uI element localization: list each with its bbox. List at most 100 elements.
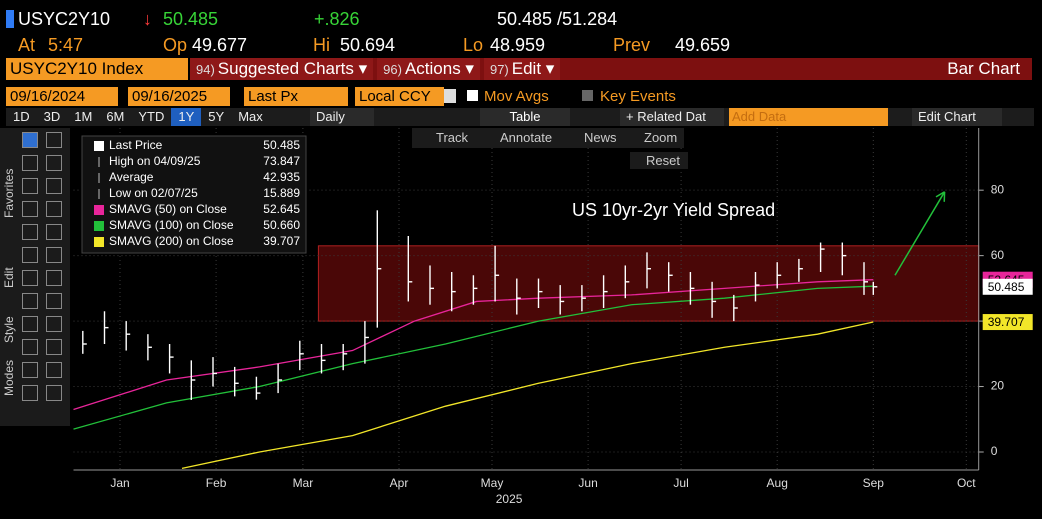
legend-label: SMAVG (50) on Close (109, 202, 227, 216)
high-label: Hi (313, 35, 330, 55)
tool-button[interactable]: Reset (630, 152, 688, 169)
currency[interactable]: Local CCY (355, 87, 444, 106)
menu-label: Edit (511, 59, 542, 78)
start-date[interactable]: 09/16/2024 (6, 87, 118, 106)
tool-icon[interactable] (46, 316, 62, 332)
time-label: At (18, 35, 36, 55)
tool-icon[interactable] (22, 339, 38, 355)
x-axis-label: 2025 (496, 492, 523, 506)
tool-button[interactable]: Zoom (644, 130, 678, 145)
menu-key: 97) (489, 62, 509, 77)
tool-icon[interactable] (46, 339, 62, 355)
moving-average-line (73, 285, 874, 430)
period-button[interactable]: YTD (138, 109, 165, 124)
x-tick-label: May (481, 476, 504, 490)
tool-icon[interactable] (46, 201, 62, 217)
tool-button[interactable]: Track (436, 130, 469, 145)
menu-label: Suggested Charts (217, 59, 354, 78)
ticker-marker (6, 10, 14, 28)
high: 50.694 (340, 35, 396, 55)
x-tick-label: Jun (578, 476, 597, 490)
legend-value: 15.889 (263, 186, 300, 200)
tool-icon[interactable] (22, 155, 38, 171)
legend-label: Average (109, 170, 154, 184)
period-button[interactable]: Max (238, 109, 263, 124)
legend-label: SMAVG (200) on Close (109, 234, 234, 248)
end-date[interactable]: 09/16/2025 (128, 87, 230, 106)
legend-box (81, 135, 307, 254)
tool-button[interactable]: Annotate (500, 130, 553, 145)
tool-icon[interactable] (46, 224, 62, 240)
legend-value: 73.847 (263, 154, 300, 168)
frequency-label: Daily (316, 109, 345, 124)
tool-icon[interactable] (46, 155, 62, 171)
menu-label: Actions (404, 59, 461, 78)
field[interactable]: Last Px (244, 87, 348, 106)
tool-icon[interactable] (22, 385, 38, 401)
arrow-head (935, 191, 945, 198)
edit-chart[interactable]: Edit Chart (912, 108, 1002, 126)
tool-icon[interactable] (46, 178, 62, 194)
checkbox[interactable] (467, 90, 478, 101)
tool-icon[interactable] (22, 362, 38, 378)
legend: Last Price 50.485 High on 04/09/25 73.847 Av… (81, 135, 307, 254)
tool-icon[interactable] (46, 385, 62, 401)
checkbox[interactable] (582, 90, 593, 101)
menu-bar: 94) Suggested Charts ▾ 96) Actions ▾ 97) Edit… (190, 58, 1032, 80)
chart-tools: Track Annotate News Zoom Reset (412, 128, 688, 169)
tool-icon[interactable] (46, 270, 62, 286)
tool-icon[interactable] (22, 201, 38, 217)
period-button[interactable]: 1Y (171, 108, 202, 126)
legend-swatch (94, 205, 104, 215)
x-tick-label: Aug (767, 476, 788, 490)
tool-icon[interactable] (22, 224, 38, 240)
side-tab[interactable]: Modes (2, 359, 16, 396)
tool-icon[interactable] (22, 132, 38, 148)
tool-icon[interactable] (46, 132, 62, 148)
down-arrow: ↓ (143, 9, 152, 29)
x-tick-label: Jan (110, 476, 129, 490)
tool-icon[interactable] (22, 293, 38, 309)
menu-item[interactable]: 97) Edit ▾ (483, 58, 561, 80)
side-tab[interactable]: Edit (2, 267, 16, 288)
prev: 49.659 (675, 35, 731, 55)
period-button[interactable]: 3D (43, 109, 61, 124)
tool-button[interactable]: News (584, 130, 617, 145)
tool-icon[interactable] (22, 178, 38, 194)
dropdown[interactable] (444, 89, 456, 103)
x-tick-label: Oct (957, 476, 976, 490)
table-button[interactable]: Table (480, 108, 570, 126)
bid-ask: 50.485 /51.284 (497, 9, 618, 29)
menu-item[interactable]: 96) Actions ▾ (377, 58, 480, 80)
side-tab[interactable]: Favorites (2, 168, 16, 218)
period-button[interactable]: 1D (13, 109, 30, 124)
edit-chart-label: Edit Chart (918, 109, 976, 124)
x-tick-label: Jul (673, 476, 688, 490)
tool-icon[interactable] (46, 247, 62, 263)
period-button[interactable]: 1M (74, 109, 93, 124)
tool-icon[interactable] (22, 316, 38, 332)
menu-item[interactable]: 94) Suggested Charts ▾ (190, 58, 374, 80)
related-label: + Related Dat (626, 109, 706, 124)
legend-value: 39.707 (263, 234, 300, 248)
tool-icon[interactable] (46, 293, 62, 309)
ticker: USYC2Y10 (18, 9, 111, 29)
frequency[interactable]: Daily (310, 108, 374, 126)
mov-avgs[interactable]: Mov Avgs (484, 88, 549, 105)
legend-label: High on 04/09/25 (109, 154, 201, 168)
period-button[interactable]: 6M (106, 109, 125, 124)
tool-icon[interactable] (22, 270, 38, 286)
tool-icon[interactable] (46, 362, 62, 378)
prev-label: Prev (613, 35, 651, 55)
side-tab[interactable]: Style (2, 316, 16, 343)
add-data[interactable]: Add Data (729, 108, 888, 126)
key-events[interactable]: Key Events (600, 88, 676, 105)
open-label: Op (163, 35, 188, 55)
related-button[interactable]: + Related Dat (620, 108, 724, 126)
menu-key: 96) (383, 62, 402, 77)
security[interactable]: USYC2Y10 Index (6, 58, 188, 80)
tool-icon[interactable] (22, 247, 38, 263)
period-button[interactable]: 5Y (208, 109, 225, 124)
legend-value: 50.485 (263, 138, 300, 152)
legend-swatch (94, 237, 104, 247)
